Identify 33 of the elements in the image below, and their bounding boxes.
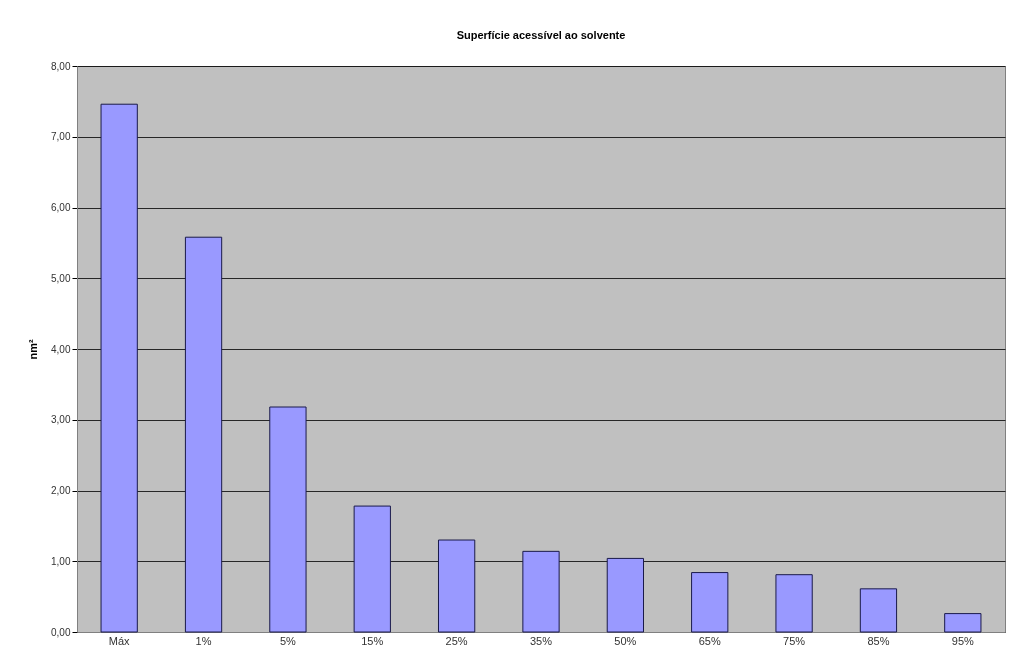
bar (944, 613, 982, 633)
y-tick-label: 3,00 (51, 414, 71, 426)
x-tick-label: 25% (445, 634, 468, 647)
bar (691, 572, 729, 633)
x-tick-label: 50% (614, 634, 637, 647)
bar (438, 539, 476, 633)
bar (100, 103, 138, 633)
x-tick-label: 15% (361, 634, 384, 647)
y-tick-label: 5,00 (51, 272, 71, 284)
y-tick-label: 8,00 (51, 60, 71, 72)
bar (522, 550, 560, 633)
x-tick-label: 95% (951, 634, 975, 647)
x-tick-label: 85% (867, 634, 890, 647)
bar (353, 505, 391, 633)
bar (859, 588, 898, 633)
x-tick-label: 75% (783, 634, 806, 647)
y-tick-label: 1,00 (51, 555, 71, 567)
chart-title: Superfície acessível ao solvente (456, 29, 626, 41)
y-tick-label: 0,00 (51, 626, 71, 638)
y-tick-label: 6,00 (51, 202, 71, 213)
y-tick-label: 2,00 (51, 485, 71, 496)
bar (775, 574, 813, 633)
y-tick-label: 4,00 (51, 343, 71, 355)
x-tick-label: 5% (279, 634, 297, 647)
x-tick-label: 35% (529, 634, 553, 647)
bar (269, 406, 307, 633)
x-tick-label: Máx (108, 634, 131, 647)
x-tick-label: 65% (698, 634, 721, 647)
y-axis-title: nm² (27, 339, 40, 360)
bar (184, 236, 223, 633)
bar (606, 557, 644, 633)
x-tick-label: 1% (195, 634, 212, 647)
y-tick-label: 7,00 (51, 131, 71, 143)
